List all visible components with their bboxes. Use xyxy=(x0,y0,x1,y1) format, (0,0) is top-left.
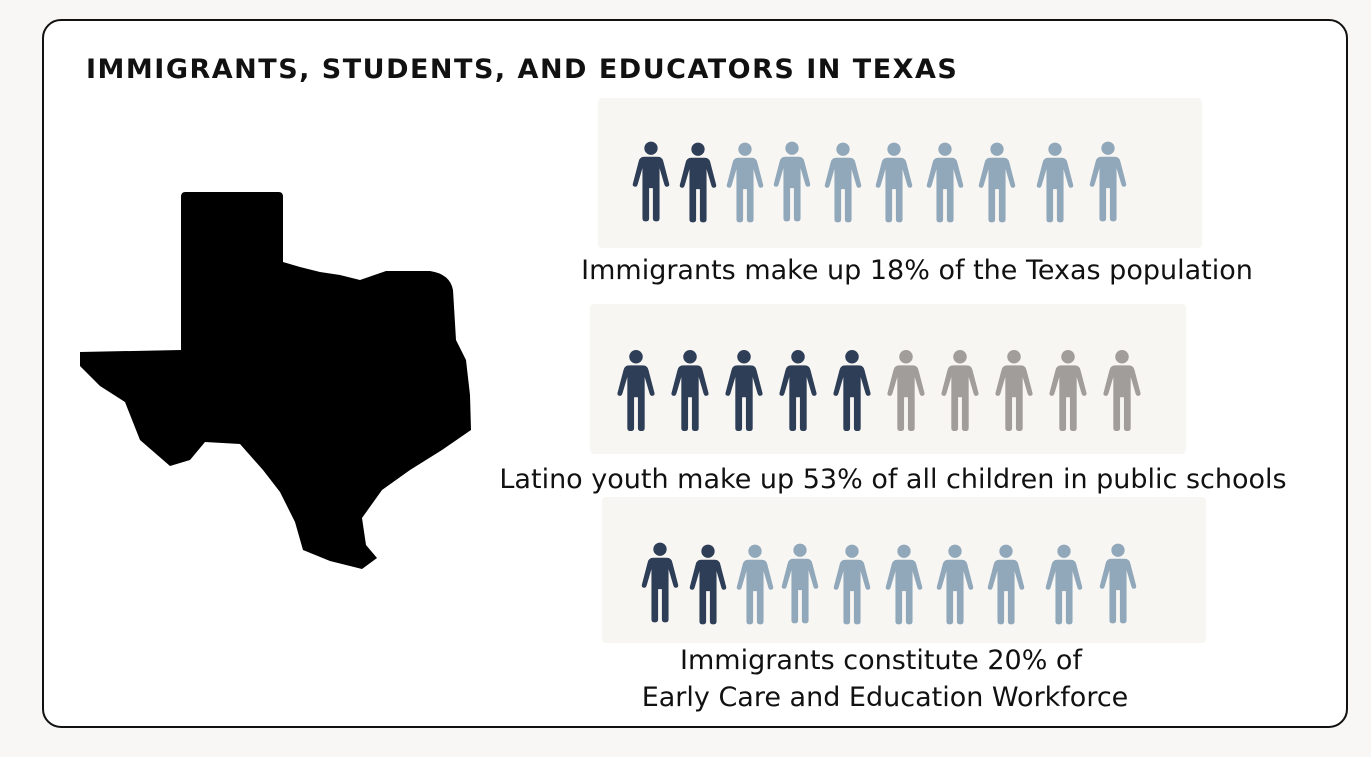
caption: Immigrants make up 18% of the Texas popu… xyxy=(581,255,1253,286)
panel: Immigrants make up 18% of the Texas popu… xyxy=(581,98,1253,286)
panel: Immigrants constitute 20% of Early Care … xyxy=(602,497,1206,713)
title: IMMIGRANTS, STUDENTS, AND EDUCATORS IN T… xyxy=(86,54,958,85)
caption: Immigrants constitute 20% of xyxy=(680,645,1083,676)
caption: Latino youth make up 53% of all children… xyxy=(499,464,1286,495)
texas-map xyxy=(80,192,471,569)
caption: Early Care and Education Workforce xyxy=(642,682,1129,713)
panel: Latino youth make up 53% of all children… xyxy=(499,304,1287,495)
